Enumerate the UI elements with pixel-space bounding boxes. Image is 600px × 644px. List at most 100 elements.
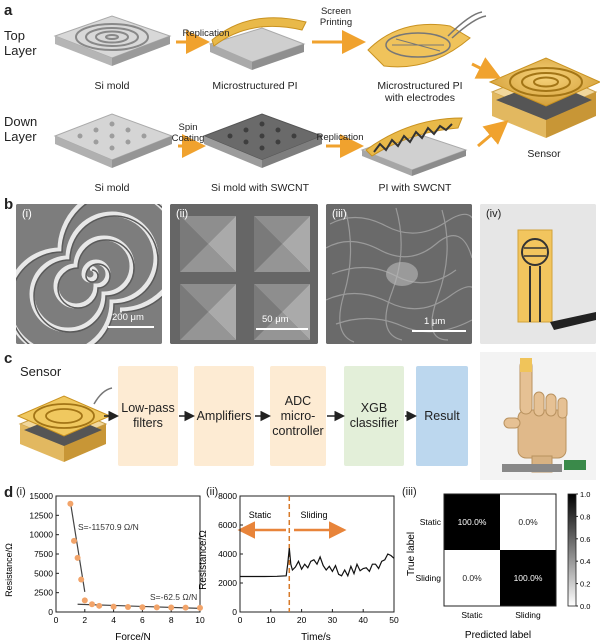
arrow-label-screen-printing: Screen Printing <box>319 6 353 28</box>
scale-bar-1um <box>412 330 466 332</box>
box-xgb-classifier: XGB classifier <box>344 366 404 466</box>
panel-b-label: b <box>4 196 14 213</box>
scale-text-200um: 200 μm <box>112 312 144 323</box>
panel-a-label: a <box>4 2 13 19</box>
arrow-label-spin-coating: Spin Coating <box>171 122 205 144</box>
chart3-xtick-label: Static <box>461 610 483 620</box>
sem-image-spiral: (i) 200 μm <box>16 204 162 344</box>
chart2-ytick-label: 0 <box>232 607 237 617</box>
caption-sensor: Sensor <box>527 148 561 160</box>
chart3-colorbar-label: 0.0 <box>580 602 590 611</box>
sensor-icon <box>488 57 600 138</box>
chart1-point <box>96 602 103 609</box>
chart3-colorbar-label: 0.2 <box>580 580 590 589</box>
photo-sensor-device: (iv) <box>480 204 596 344</box>
chart3-cell-label: 100.0% <box>458 517 487 527</box>
chart3-colorbar-label: 1.0 <box>580 490 590 499</box>
chart3-ylabel: True label <box>406 532 417 576</box>
si-mold-swcnt-icon <box>202 113 324 168</box>
chart3-frame <box>443 493 557 607</box>
sensor-mini-icon <box>16 387 113 462</box>
chart2-sliding-label: Sliding <box>300 510 327 520</box>
chart2-series-line <box>240 548 395 578</box>
caption-pi-with-electrodes: Microstructured PI with electrodes <box>377 80 463 104</box>
chart1-point <box>67 500 74 507</box>
sub-label-bii: (ii) <box>176 208 189 220</box>
pi-with-electrodes-icon <box>367 11 487 68</box>
chart3-ytick-label: Static <box>420 517 442 527</box>
top-layer-label: Top Layer <box>4 28 37 58</box>
chart3-cell-label: 100.0% <box>514 573 543 583</box>
chart-time-resistance: Resistance/Ω Time/s Static Sliding 0 2000… <box>198 491 399 643</box>
chart3-cell <box>500 550 556 606</box>
chart3-colorbar <box>567 493 577 607</box>
chart1-slope1: S=-11570.9 Ω/N <box>78 522 139 532</box>
chart1-point <box>168 604 175 611</box>
box-adc-microcontroller: ADC micro- controller <box>270 366 326 466</box>
chart2-ytick-label: 4000 <box>218 549 237 559</box>
wooden-hand-icon <box>480 352 596 480</box>
chart1-fit-line <box>77 603 201 609</box>
chart3-ytick-label: Sliding <box>415 573 441 583</box>
chart2-ytick-label: 2000 <box>218 578 237 588</box>
fabrication-schematic <box>53 11 600 176</box>
chart1-slope2: S=-62.5 Ω/N <box>150 592 197 602</box>
chart2-xtick-label: 0 <box>238 615 243 625</box>
chart2-xtick-label: 50 <box>389 615 399 625</box>
sub-label-biii: (iii) <box>332 208 347 220</box>
chart1-ytick-label: 5000 <box>34 568 53 578</box>
chart1-point <box>81 597 88 604</box>
caption-si-mold-top: Si mold <box>94 80 130 92</box>
arrow-label-replication-top: Replication <box>182 28 230 39</box>
chart1-ytick-label: 0 <box>48 607 53 617</box>
sem-image-swcnt: (iii) 1 μm <box>326 204 472 344</box>
microstructured-pi-icon <box>208 17 307 70</box>
caption-pi-with-swcnt: PI with SWCNT <box>378 182 452 194</box>
chart3-colorbar-label: 0.8 <box>580 512 590 521</box>
chart2-xtick-label: 30 <box>328 615 338 625</box>
chart1-xlabel: Force/N <box>115 632 151 643</box>
chart1-point <box>110 603 117 610</box>
flow-arrows <box>104 410 417 422</box>
chart1-point <box>182 604 189 611</box>
arrow-label-replication-down: Replication <box>316 132 364 143</box>
chart2-ytick-label: 8000 <box>218 491 237 501</box>
photo-robot-hand <box>480 352 596 480</box>
panel-d-label: d <box>4 484 14 501</box>
chart3-xlabel: Predicted label <box>465 630 531 641</box>
chart2-xtick-label: 40 <box>358 615 368 625</box>
chart1-point <box>125 603 131 610</box>
chart1-point <box>197 604 203 611</box>
chart1-ytick-label: 15000 <box>29 491 53 501</box>
chart1-xtick-label: 10 <box>195 615 205 625</box>
chart3-xtick-label: Sliding <box>515 610 541 620</box>
caption-microstructured-pi: Microstructured PI <box>212 80 298 92</box>
scale-text-1um: 1 μm <box>424 316 446 327</box>
chart1-point <box>78 576 85 583</box>
sub-label-diii: (iii) <box>402 486 417 498</box>
chart1-xtick-label: 6 <box>140 615 145 625</box>
chart2-xtick-label: 20 <box>297 615 307 625</box>
chart-force-resistance: Resistance/Ω Force/N S=-11570.9 Ω/N S=-6… <box>4 491 205 643</box>
chart1-ytick-label: 10000 <box>29 530 53 540</box>
chart3-cell-label: 0.0% <box>518 517 538 527</box>
chart1-point <box>71 537 77 544</box>
scale-bar-50um <box>256 328 308 330</box>
chart1-xtick-label: 4 <box>111 615 116 625</box>
caption-si-mold-down: Si mold <box>94 182 130 194</box>
scale-bar-200um <box>108 326 154 328</box>
scale-text-50um: 50 μm <box>262 314 289 325</box>
chart3-cell-label: 0.0% <box>462 573 482 583</box>
chart1-xtick-label: 8 <box>169 615 174 625</box>
chart1-point <box>139 604 146 611</box>
chart2-static-label: Static <box>249 510 272 520</box>
chart-confusion-matrix: True label Predicted label 100.0% 0.0% 0.0… <box>406 490 590 641</box>
chart3-colorbar-label: 0.4 <box>580 557 590 566</box>
chart2-ylabel: Resistance/Ω <box>198 530 209 590</box>
chart3-colorbar-label: 0.6 <box>580 535 590 544</box>
sensor-label: Sensor <box>20 364 62 379</box>
chart2-ytick-label: 6000 <box>218 520 237 530</box>
chart3-cell <box>444 550 500 606</box>
si-mold-spiral-icon <box>53 15 172 66</box>
box-amplifiers: Amplifiers <box>194 366 254 466</box>
